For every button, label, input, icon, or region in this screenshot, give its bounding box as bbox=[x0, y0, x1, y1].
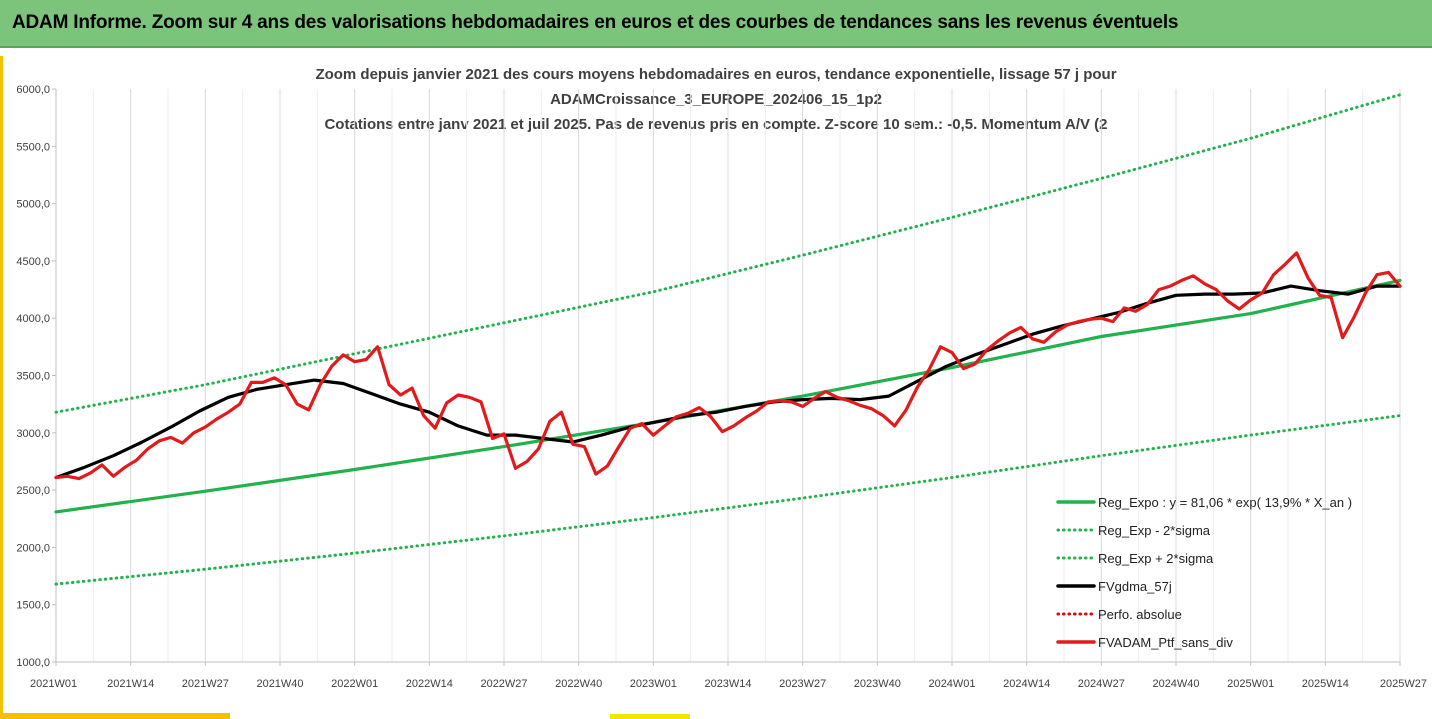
chart-frame bbox=[0, 56, 1432, 719]
y-tick-label: 3500,0 bbox=[16, 371, 50, 383]
x-tick-label: 2025W27 bbox=[1380, 678, 1427, 690]
x-tick-label: 2021W27 bbox=[182, 678, 229, 690]
y-tick-label: 4500,0 bbox=[16, 256, 50, 268]
y-tick-label: 1000,0 bbox=[16, 657, 50, 669]
series-line-3 bbox=[54, 284, 1402, 480]
x-tick-label: 2024W01 bbox=[928, 678, 975, 690]
bottom-accent-strip bbox=[0, 713, 230, 719]
y-tick-label: 3000,0 bbox=[16, 428, 50, 440]
chart-title-line-2: ADAMCroissance_3_EUROPE_202406_15_1p2 bbox=[550, 91, 882, 108]
chart-title: Zoom depuis janvier 2021 des cours moyen… bbox=[0, 62, 1432, 137]
x-tick-label: 2022W14 bbox=[406, 678, 453, 690]
grid-lines bbox=[55, 89, 1401, 662]
x-tick-label: 2024W27 bbox=[1078, 678, 1125, 690]
x-tick-label: 2021W40 bbox=[256, 678, 303, 690]
x-tick-label: 2025W01 bbox=[1227, 678, 1274, 690]
x-tick-label: 2023W14 bbox=[704, 678, 751, 690]
x-tick-labels: 2021W01 2021W14 2021W27 2021W40 2022W01 2022W… bbox=[30, 678, 1427, 690]
legend-label-3: FVgdma_57j bbox=[1098, 579, 1172, 594]
chart-title-line-1: Zoom depuis janvier 2021 des cours moyen… bbox=[315, 66, 1117, 83]
page-title: ADAM Informe. Zoom sur 4 ans des valoris… bbox=[12, 12, 1179, 33]
legend-label-0: Reg_Expo : y = 81,06 * exp( 13,9% * X_an… bbox=[1098, 495, 1352, 510]
x-tick-label: 2021W01 bbox=[30, 678, 77, 690]
axes bbox=[52, 88, 1401, 666]
x-tick-label: 2023W40 bbox=[854, 678, 901, 690]
y-tick-label: 5000,0 bbox=[16, 199, 50, 211]
x-tick-label: 2024W14 bbox=[1003, 678, 1050, 690]
bottom-accent-strip-2 bbox=[610, 714, 690, 719]
header-banner: ADAM Informe. Zoom sur 4 ans des valoris… bbox=[0, 0, 1432, 48]
x-tick-label: 2022W27 bbox=[480, 678, 527, 690]
x-tick-label: 2023W01 bbox=[630, 678, 677, 690]
y-tick-label: 2500,0 bbox=[16, 485, 50, 497]
series-line-2 bbox=[54, 93, 1402, 414]
x-tick-label: 2024W40 bbox=[1152, 678, 1199, 690]
chart-title-line-3: Cotations entre janv 2021 et juil 2025. … bbox=[324, 116, 1108, 133]
legend-label-2: Reg_Exp + 2*sigma bbox=[1098, 551, 1214, 566]
legend-label-4: Perfo. absolue bbox=[1098, 607, 1182, 622]
y-tick-labels: 1000,0 1500,0 2000,0 2500,0 3000,0 3500,0 4000… bbox=[16, 84, 50, 669]
x-tick-label: 2022W40 bbox=[555, 678, 602, 690]
legend-label-1: Reg_Exp - 2*sigma bbox=[1098, 523, 1211, 538]
x-tick-label: 2021W14 bbox=[107, 678, 154, 690]
legend: Reg_Expo : y = 81,06 * exp( 13,9% * X_an… bbox=[1056, 495, 1352, 650]
y-tick-label: 4000,0 bbox=[16, 313, 50, 325]
y-tick-label: 1500,0 bbox=[16, 600, 50, 612]
series-line-1 bbox=[54, 414, 1402, 586]
x-tick-label: 2022W01 bbox=[331, 678, 378, 690]
y-tick-label: 6000,0 bbox=[16, 84, 50, 96]
legend-label-5: FVADAM_Ptf_sans_div bbox=[1098, 635, 1233, 650]
x-tick-label: 2025W14 bbox=[1302, 678, 1349, 690]
series-line-5 bbox=[54, 251, 1402, 481]
x-tick-label: 2023W27 bbox=[779, 678, 826, 690]
series-lines bbox=[54, 93, 1402, 586]
y-tick-label: 5500,0 bbox=[16, 141, 50, 153]
y-tick-label: 2000,0 bbox=[16, 542, 50, 554]
